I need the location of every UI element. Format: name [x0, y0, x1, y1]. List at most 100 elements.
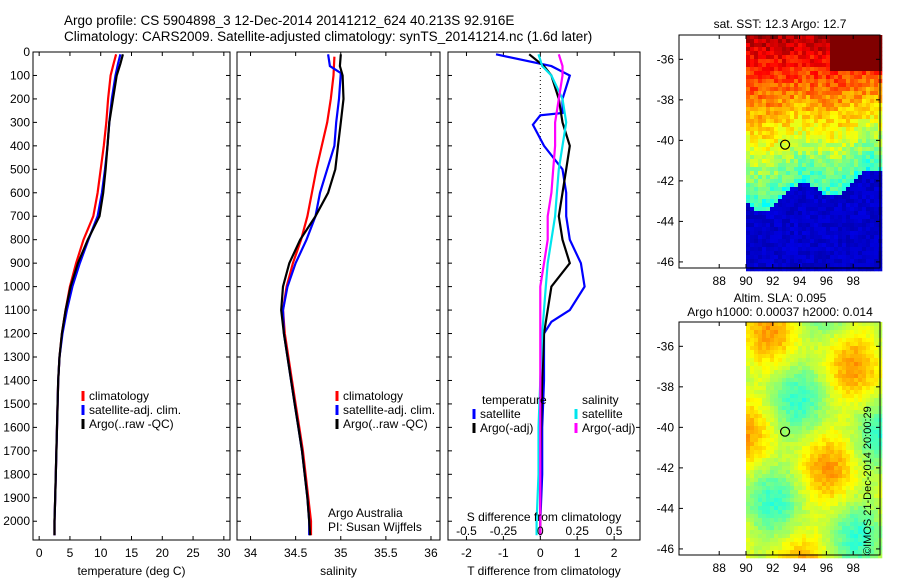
series-line-2 [535, 53, 568, 536]
panel-frame [32, 51, 231, 541]
y-tick-label: -42 [657, 174, 675, 188]
x-tick-label: 30 [217, 546, 231, 560]
y-tick-label: 2000 [3, 514, 30, 528]
legend-label: satellite [582, 407, 623, 421]
y-tick-label: -44 [657, 214, 675, 228]
x-tick-label: 35 [334, 546, 348, 560]
y-tick-label: -44 [657, 501, 675, 515]
secondary-tick-label: 0.25 [566, 524, 590, 538]
x-tick-label: 98 [847, 274, 861, 288]
y-tick-label: 400 [10, 139, 30, 153]
y-tick-label: -38 [657, 93, 675, 107]
y-tick-label: 1100 [4, 303, 30, 317]
y-tick-label: 1700 [3, 444, 30, 458]
legend-header: temperature [482, 393, 547, 407]
legend-label: satellite-adj. clim. [89, 403, 181, 417]
y-tick-label: 1600 [3, 420, 30, 434]
heatmap-cells [746, 322, 883, 559]
panel-temperature: 0100200300400500600700800900100011001200… [3, 45, 231, 578]
panel-frame [236, 51, 441, 541]
y-tick-label: 1400 [3, 373, 30, 387]
title-line-2: Climatology: CARS2009. Satellite-adjuste… [64, 29, 593, 44]
y-tick-label: 1500 [3, 397, 30, 411]
x-tick-label: 90 [739, 274, 753, 288]
x-tick-label: 35.5 [374, 546, 398, 560]
y-tick-label: 500 [10, 162, 30, 176]
y-tick-label: -40 [657, 133, 675, 147]
timestamp-stamp: ©IMOS 21-Dec-2014 20:00:29 [862, 406, 874, 555]
legend-label: climatology [343, 389, 403, 403]
x-tick-label: 96 [820, 561, 834, 575]
panel-sst_map: -36 -38 -40 -42 -44 -46 88 90 92 94 96 98 sat. SST: … [657, 17, 883, 288]
heatmap-cells [746, 35, 883, 272]
panel-differences: -2 -1 0 1 2 T difference from climatology -0.5… [447, 51, 641, 578]
legend-label: Argo(-adj) [582, 421, 635, 435]
y-tick-label: -38 [657, 380, 675, 394]
x-tick-label: 25 [186, 546, 200, 560]
map-title: sat. SST: 12.3 Argo: 12.7 [714, 17, 847, 31]
title-line-1: Argo profile: CS 5904898_3 12-Dec-2014 2… [64, 13, 515, 28]
series-line-0 [281, 56, 336, 536]
x-tick-label: 2 [611, 546, 618, 560]
y-tick-label: 900 [10, 256, 30, 270]
series-line-1 [528, 53, 572, 536]
x-tick-label: 96 [820, 274, 834, 288]
x-tick-label: 0 [36, 546, 43, 560]
x-tick-label: 98 [847, 561, 861, 575]
annotation-text: Argo Australia [328, 506, 403, 520]
argo-location-marker [779, 426, 791, 437]
panel-frame [447, 51, 641, 541]
map-title: Altim. SLA: 0.095 [734, 291, 827, 305]
x-tick-label: 1 [574, 546, 581, 560]
series-line-1 [281, 54, 342, 536]
x-axis-label: T difference from climatology [467, 564, 621, 578]
legend-header: salinity [582, 393, 619, 407]
series-line-0 [53, 54, 118, 536]
series-line-2 [53, 54, 124, 536]
x-tick-label: 88 [713, 274, 727, 288]
y-tick-label: 1000 [3, 280, 30, 294]
y-tick-label: 700 [10, 209, 30, 223]
x-tick-label: 92 [766, 561, 780, 575]
y-tick-label: 1800 [3, 467, 30, 481]
legend-label: Argo(-adj) [480, 421, 533, 435]
x-tick-label: 20 [156, 546, 170, 560]
x-tick-label: 92 [766, 274, 780, 288]
y-tick-label: -36 [657, 339, 675, 353]
y-tick-label: -36 [657, 52, 675, 66]
x-tick-label: -1 [498, 546, 509, 560]
x-tick-label: 34.5 [284, 546, 308, 560]
y-tick-label: -42 [657, 461, 675, 475]
x-tick-label: 34 [244, 546, 258, 560]
annotation-text: PI: Susan Wijffels [328, 520, 422, 534]
y-tick-label: 1300 [3, 350, 30, 364]
secondary-tick-label: -0.5 [456, 524, 477, 538]
x-tick-label: 88 [713, 561, 727, 575]
y-tick-label: 300 [10, 115, 30, 129]
x-tick-label: 94 [793, 274, 807, 288]
legend-label: satellite-adj. clim. [343, 403, 435, 417]
y-tick-label: 600 [10, 186, 30, 200]
legend-label: climatology [89, 389, 149, 403]
x-axis-label: salinity [320, 564, 357, 578]
argo-location-marker [779, 139, 791, 150]
legend-label: Argo(..raw -QC) [89, 417, 174, 431]
y-tick-label: 1900 [3, 491, 30, 505]
series-line-3 [539, 53, 564, 536]
secondary-axis-label: S difference from climatology [467, 510, 622, 524]
x-axis-label: temperature (deg C) [77, 564, 185, 578]
map-frame [678, 34, 881, 269]
y-tick-label: 100 [10, 68, 30, 82]
panel-sla_map: -36 -38 -40 -42 -44 -46 88 90 92 94 96 98 Altim. SLA… [657, 291, 883, 575]
x-tick-label: 90 [739, 561, 753, 575]
map-frame [678, 321, 881, 556]
series-line-2 [280, 54, 345, 536]
y-tick-label: 200 [10, 92, 30, 106]
legend-label: satellite [480, 407, 521, 421]
y-tick-label: 1200 [3, 327, 30, 341]
y-tick-label: -46 [657, 255, 675, 269]
x-tick-label: 5 [67, 546, 74, 560]
legend-label: Argo(..raw -QC) [343, 417, 428, 431]
y-tick-label: -46 [657, 542, 675, 556]
